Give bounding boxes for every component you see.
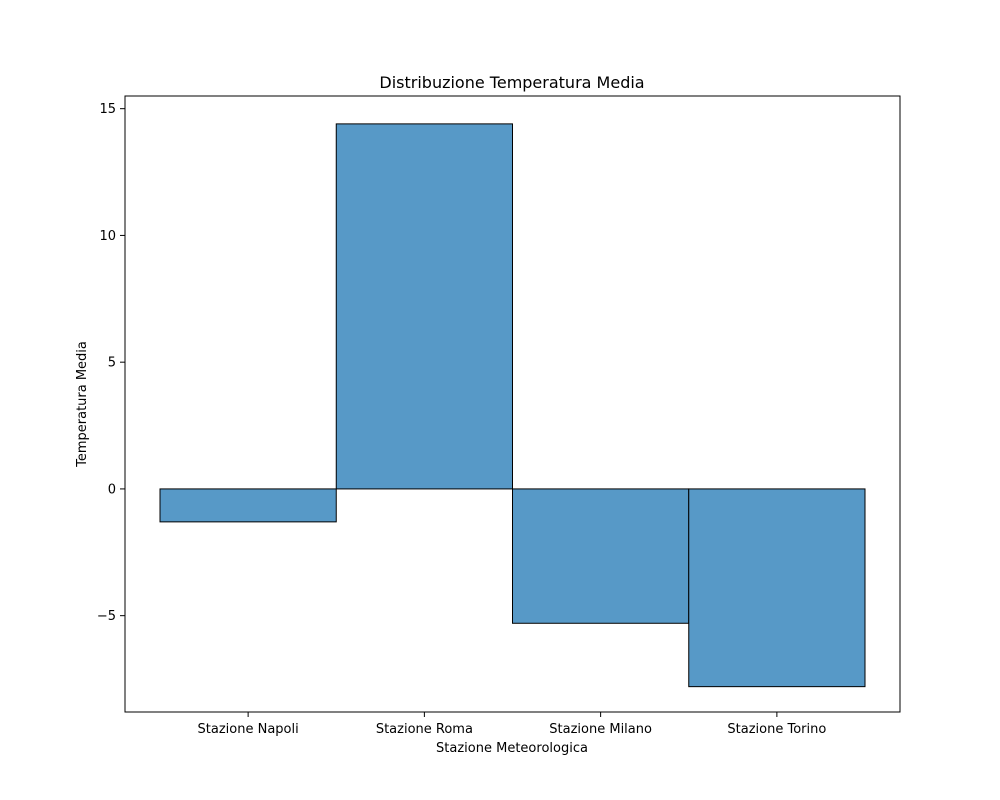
bar-stazione-roma bbox=[335, 123, 513, 490]
bar-stazione-milano bbox=[512, 488, 690, 624]
y-axis-ticks: −5 0 5 10 15 bbox=[97, 102, 125, 624]
x-tick-label: Stazione Milano bbox=[549, 722, 652, 737]
y-tick-label: 10 bbox=[99, 229, 116, 244]
bars-layer bbox=[159, 123, 866, 688]
x-tick-label: Stazione Torino bbox=[727, 722, 826, 737]
x-axis-ticks: Stazione Napoli Stazione Roma Stazione Mil… bbox=[198, 712, 826, 737]
x-tick-label: Stazione Roma bbox=[376, 722, 473, 737]
x-axis-label: Stazione Meteorologica bbox=[436, 741, 588, 756]
y-tick-label: 0 bbox=[108, 482, 116, 497]
y-tick-label: 5 bbox=[108, 356, 116, 371]
y-tick-label: 15 bbox=[99, 102, 116, 117]
bar-stazione-torino bbox=[688, 488, 866, 688]
y-tick-label: −5 bbox=[97, 609, 116, 624]
bar-stazione-napoli bbox=[159, 488, 337, 523]
plot-area-frame bbox=[124, 95, 901, 713]
chart-title: Distribuzione Temperatura Media bbox=[379, 73, 644, 92]
y-axis-label: Temperatura Media bbox=[75, 341, 90, 468]
x-tick-label: Stazione Napoli bbox=[198, 722, 299, 737]
